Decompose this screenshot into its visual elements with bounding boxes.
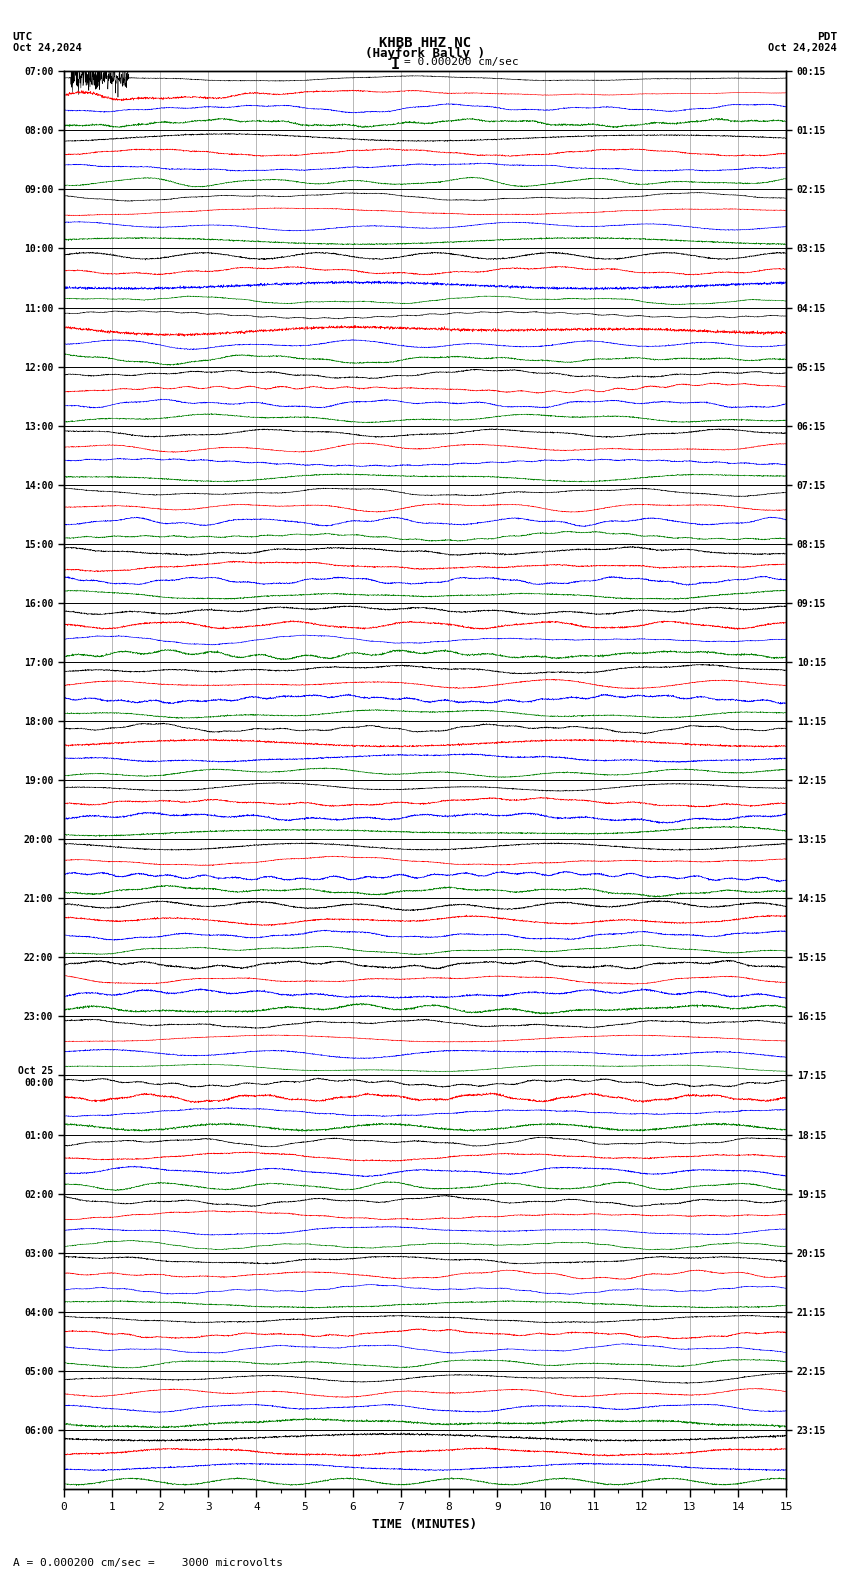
Text: UTC: UTC xyxy=(13,32,33,41)
Text: Oct 24,2024: Oct 24,2024 xyxy=(768,43,837,52)
Text: I: I xyxy=(390,57,400,71)
Text: = 0.000200 cm/sec: = 0.000200 cm/sec xyxy=(404,57,518,67)
Text: PDT: PDT xyxy=(817,32,837,41)
Text: Oct 24,2024: Oct 24,2024 xyxy=(13,43,82,52)
Text: (Hayfork Bally ): (Hayfork Bally ) xyxy=(365,46,485,60)
Text: A = 0.000200 cm/sec =    3000 microvolts: A = 0.000200 cm/sec = 3000 microvolts xyxy=(13,1559,283,1568)
Text: KHBB HHZ NC: KHBB HHZ NC xyxy=(379,35,471,49)
X-axis label: TIME (MINUTES): TIME (MINUTES) xyxy=(372,1517,478,1530)
